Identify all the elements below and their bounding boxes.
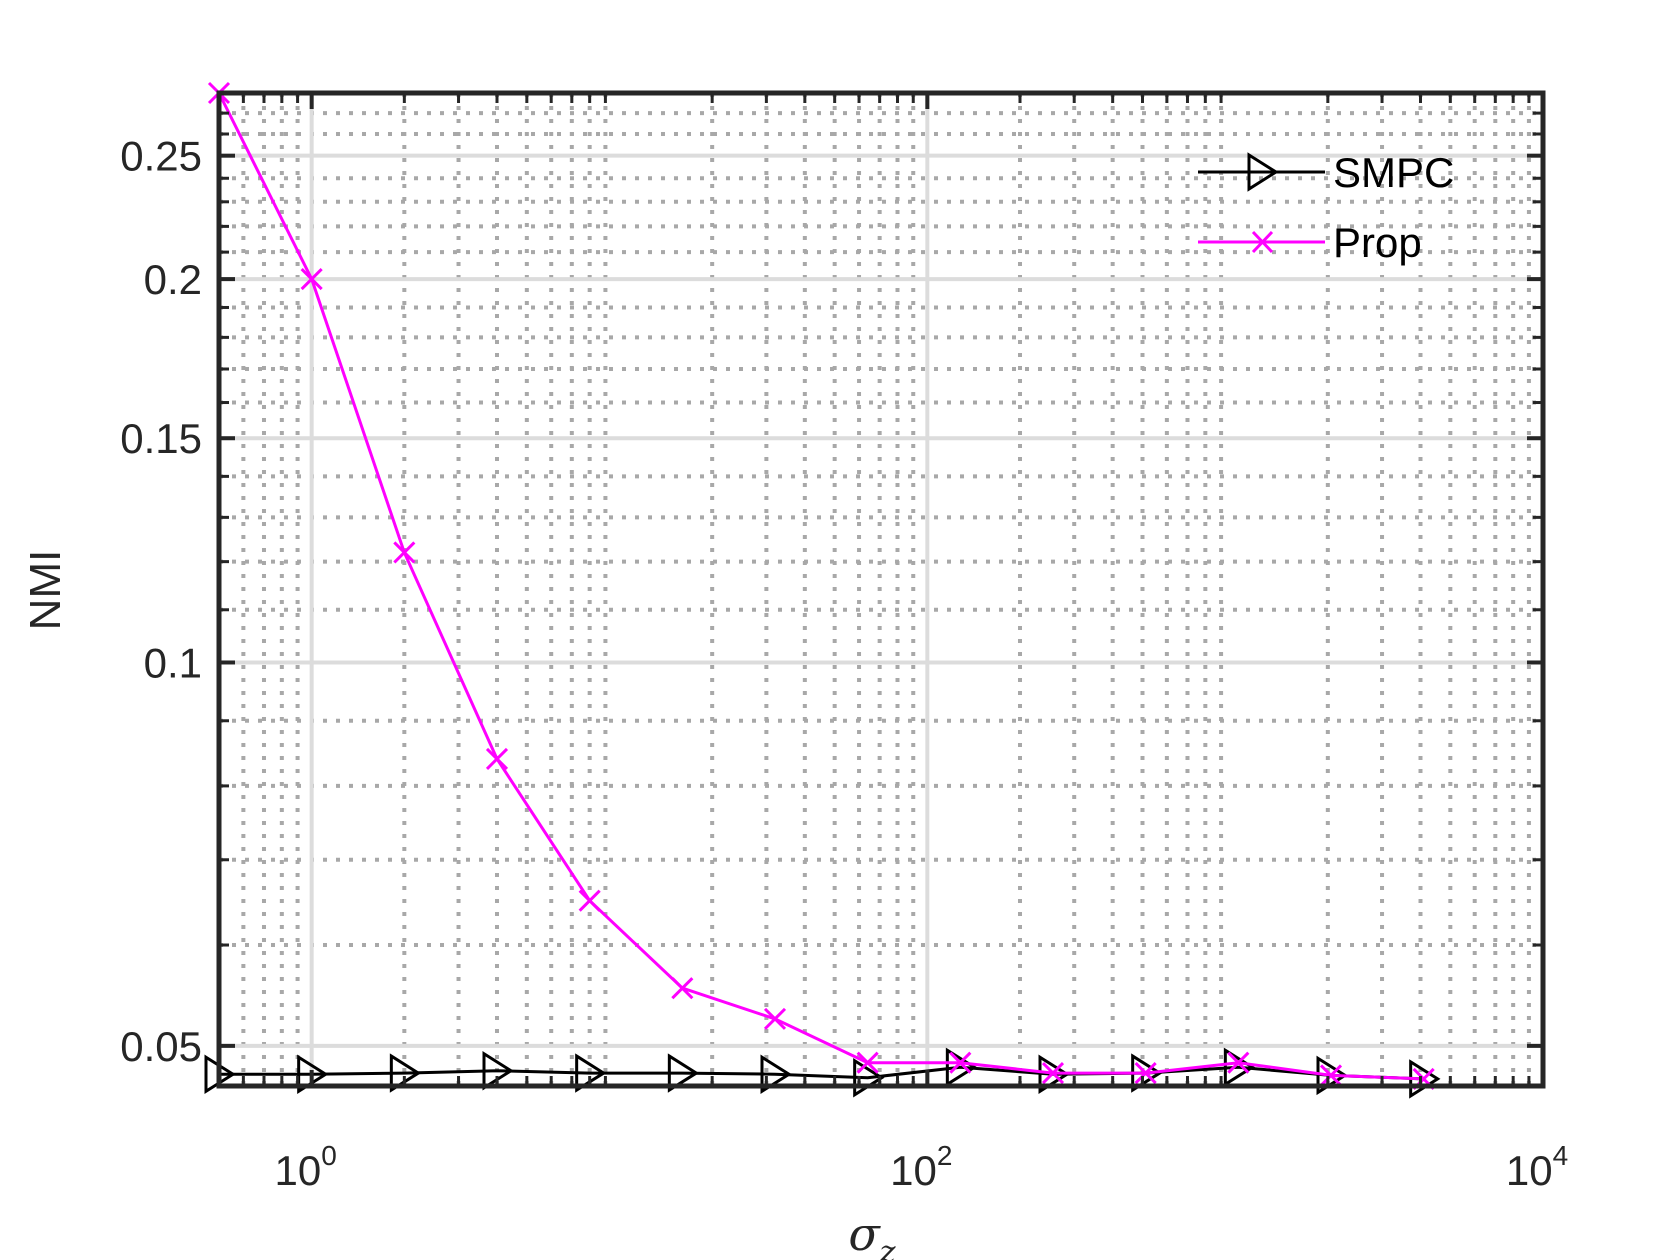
y-tick-labels: 0.05 0.1 0.15 0.2 0.25 — [120, 133, 202, 1070]
legend-marker-prop — [1251, 230, 1274, 254]
x-tick-base: 10 — [890, 1147, 937, 1194]
data-point-smpc — [1223, 1047, 1256, 1088]
y-tick-label: 0.05 — [120, 1023, 202, 1070]
x-tick-exponent: 4 — [1553, 1140, 1569, 1171]
minor-grid — [219, 93, 1543, 1086]
data-point-prop — [1227, 1051, 1250, 1074]
x-tick-labels: 100 102 104 — [275, 1140, 1569, 1194]
data-point-prop — [393, 541, 416, 564]
legend-label-prop: Prop — [1333, 219, 1422, 266]
data-point-prop — [949, 1051, 972, 1074]
x-axis-label-subscript: z — [879, 1235, 896, 1260]
data-point-prop — [578, 889, 601, 912]
data-point-prop — [1134, 1062, 1157, 1085]
data-point-prop — [763, 1007, 787, 1030]
series-line-prop — [217, 92, 1424, 1081]
tick-marks — [219, 93, 1545, 1086]
series-prop — [207, 81, 1435, 1090]
data-point-prop — [485, 747, 509, 770]
legend-entry-prop: Prop — [1198, 219, 1422, 266]
y-tick-label: 0.15 — [120, 415, 202, 462]
x-tick-label: 102 — [890, 1140, 952, 1194]
y-tick-label: 0.2 — [144, 256, 202, 303]
data-point-smpc — [1038, 1054, 1070, 1094]
legend-marker-smpc — [1247, 152, 1279, 192]
x-tick-exponent: 2 — [937, 1140, 953, 1171]
legend: SMPC Prop — [1198, 149, 1454, 266]
x-axis-label: σz — [848, 1207, 895, 1260]
x-tick-label: 100 — [275, 1140, 337, 1194]
data-point-prop — [1041, 1062, 1065, 1085]
data-point-smpc — [667, 1053, 700, 1093]
y-axis-label: NMI — [21, 550, 70, 631]
x-tick-exponent: 0 — [321, 1140, 337, 1171]
legend-label-smpc: SMPC — [1333, 149, 1454, 196]
data-point-smpc — [945, 1047, 978, 1088]
x-tick-base: 10 — [1506, 1147, 1553, 1194]
data-point-prop — [856, 1051, 879, 1074]
data-point-prop — [300, 268, 323, 291]
x-tick-label: 104 — [1506, 1140, 1568, 1194]
y-tick-label: 0.25 — [120, 133, 202, 180]
x-tick-base: 10 — [275, 1147, 322, 1194]
legend-entry-smpc: SMPC — [1198, 149, 1454, 196]
data-point-prop — [671, 977, 694, 1000]
x-axis-label-symbol: σ — [848, 1207, 881, 1260]
y-tick-label: 0.1 — [144, 639, 202, 686]
data-point-smpc — [760, 1054, 792, 1094]
data-point-prop — [1319, 1064, 1343, 1087]
major-grid — [219, 93, 1543, 1086]
